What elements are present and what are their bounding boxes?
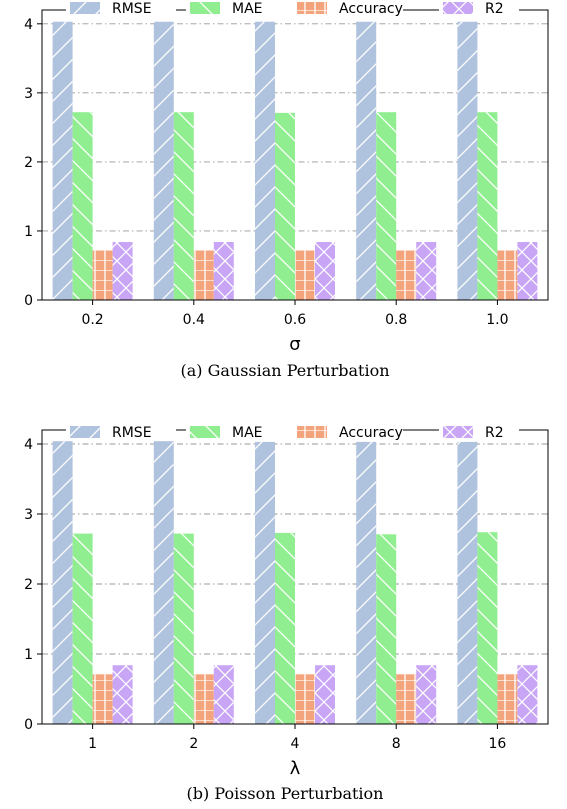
legend-swatch-hatch-accuracy bbox=[297, 426, 327, 438]
legend-swatch-hatch-rmse bbox=[70, 2, 100, 14]
legend-label-rmse: RMSE bbox=[112, 425, 152, 441]
y-tick-label: 0 bbox=[24, 717, 33, 733]
legend-label-rmse: RMSE bbox=[112, 1, 152, 17]
legend-label-mae: MAE bbox=[232, 1, 263, 17]
x-tick-label: 8 bbox=[392, 736, 401, 752]
bar-hatch-r2 bbox=[112, 242, 133, 300]
bar-hatch-rmse bbox=[255, 21, 275, 300]
legend-label-r2: R2 bbox=[485, 425, 504, 441]
bar-hatch-mae bbox=[376, 112, 397, 300]
bar-hatch-r2 bbox=[112, 665, 133, 724]
y-tick-label: 4 bbox=[24, 437, 33, 453]
y-tick-label: 2 bbox=[24, 577, 33, 593]
x-tick-label: 1.0 bbox=[486, 312, 508, 328]
legend-swatch-hatch-r2 bbox=[443, 2, 473, 14]
legend-swatch-hatch-mae bbox=[190, 426, 220, 438]
bar-hatch-mae bbox=[72, 533, 93, 724]
bar-hatch-rmse bbox=[153, 441, 174, 724]
bar-hatch-rmse bbox=[255, 441, 275, 724]
bar-hatch-accuracy bbox=[92, 250, 113, 300]
bar-hatch-r2 bbox=[213, 242, 234, 300]
y-tick-label: 0 bbox=[24, 293, 33, 309]
bar-hatch-rmse bbox=[52, 441, 73, 724]
x-axis-label: σ bbox=[289, 334, 300, 355]
bar-hatch-mae bbox=[275, 112, 295, 300]
x-tick-label: 0.4 bbox=[183, 312, 205, 328]
y-tick-label: 1 bbox=[24, 224, 33, 240]
x-tick-label: 0.8 bbox=[385, 312, 407, 328]
figure-caption: (a) Gaussian Perturbation bbox=[180, 361, 389, 380]
bar-hatch-r2 bbox=[213, 665, 234, 724]
legend-swatch-hatch-mae bbox=[190, 2, 220, 14]
x-tick-label: 0.6 bbox=[284, 312, 306, 328]
legend-swatch-hatch-r2 bbox=[443, 426, 473, 438]
x-tick-label: 16 bbox=[488, 736, 506, 752]
y-tick-label: 1 bbox=[24, 647, 33, 663]
x-axis-label: λ bbox=[290, 758, 301, 779]
legend-label-accuracy: Accuracy bbox=[339, 1, 403, 17]
x-tick-label: 4 bbox=[291, 736, 300, 752]
legend-label-mae: MAE bbox=[232, 425, 263, 441]
poisson-perturbation-chart: 0 1 2 3 4 1 2 4 8 16 RMSE MAE Accuracy R2 λ (b) Poisson… bbox=[24, 423, 549, 803]
bar-hatch-accuracy bbox=[497, 674, 518, 724]
gaussian-perturbation-chart: 0 1 2 3 4 0.2 0.4 0.6 0.8 1.0 RMSE MAE Accuracy R2 σ (a… bbox=[24, 0, 549, 380]
bar-hatch-rmse bbox=[356, 21, 377, 300]
bar-hatch-rmse bbox=[457, 441, 478, 724]
legend-swatch-hatch-accuracy bbox=[297, 2, 327, 14]
bar-hatch-mae bbox=[376, 534, 397, 724]
bar-hatch-accuracy bbox=[295, 250, 315, 300]
bar-hatch-rmse bbox=[356, 441, 377, 724]
bar-hatch-accuracy bbox=[295, 674, 315, 724]
legend-label-r2: R2 bbox=[485, 1, 504, 17]
bar-hatch-rmse bbox=[52, 21, 73, 300]
bar-hatch-r2 bbox=[315, 242, 335, 300]
bar-hatch-mae bbox=[72, 112, 93, 300]
bar-hatch-accuracy bbox=[92, 674, 113, 724]
y-tick-label: 3 bbox=[24, 86, 33, 102]
bar-hatch-mae bbox=[173, 112, 194, 300]
bar-hatch-accuracy bbox=[396, 674, 417, 724]
bar-hatch-r2 bbox=[315, 665, 335, 724]
bar-hatch-r2 bbox=[416, 665, 437, 724]
bar-hatch-accuracy bbox=[497, 250, 518, 300]
y-tick-label: 2 bbox=[24, 155, 33, 171]
y-tick-label: 3 bbox=[24, 507, 33, 523]
bar-hatch-mae bbox=[275, 532, 295, 724]
x-tick-label: 0.2 bbox=[81, 312, 103, 328]
bar-hatch-r2 bbox=[517, 242, 538, 300]
bar-hatch-rmse bbox=[457, 21, 478, 300]
legend-label-accuracy: Accuracy bbox=[339, 425, 403, 441]
legend-swatch-hatch-rmse bbox=[70, 426, 100, 438]
bar-hatch-accuracy bbox=[193, 250, 214, 300]
bar-hatch-accuracy bbox=[396, 250, 417, 300]
y-tick-label: 4 bbox=[24, 17, 33, 33]
bar-hatch-mae bbox=[477, 112, 498, 300]
bar-hatch-mae bbox=[173, 533, 194, 724]
x-tick-label: 2 bbox=[189, 736, 198, 752]
x-tick-label: 1 bbox=[88, 736, 97, 752]
figure-caption: (b) Poisson Perturbation bbox=[187, 784, 384, 803]
bar-hatch-r2 bbox=[416, 242, 437, 300]
bar-hatch-rmse bbox=[153, 21, 174, 300]
bar-hatch-mae bbox=[477, 532, 498, 724]
bar-hatch-accuracy bbox=[193, 674, 214, 724]
bar-hatch-r2 bbox=[517, 665, 538, 724]
